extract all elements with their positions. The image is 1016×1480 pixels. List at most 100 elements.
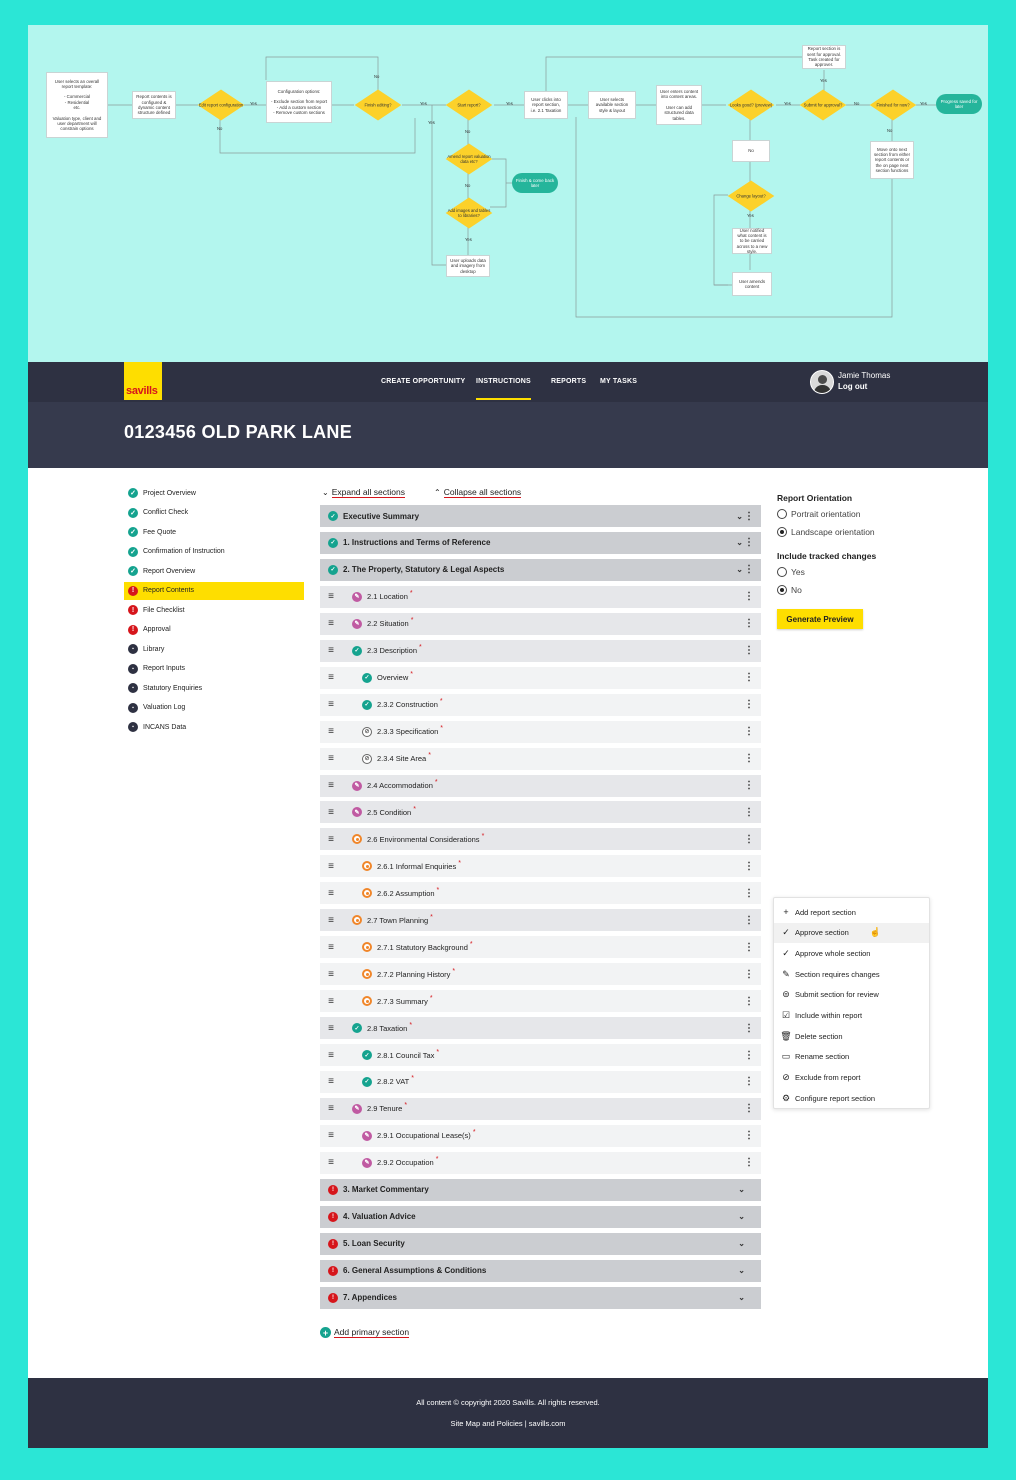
drag-handle-icon[interactable]: ≡: [328, 1022, 334, 1034]
drag-handle-icon[interactable]: ≡: [328, 995, 334, 1007]
chevron-down-icon[interactable]: ⌄: [736, 538, 743, 548]
section-row[interactable]: ≡ 2.7.3 Summary * ⋮: [320, 990, 761, 1013]
section-row[interactable]: ≡ ✓ 2.3.2 Construction * ⋮: [320, 693, 761, 716]
sidebar-item-confirmation-of-instruction[interactable]: ✓ Confirmation of Instruction: [124, 543, 304, 561]
section-row[interactable]: ≡ 2.6.1 Informal Enquiries * ⋮: [320, 855, 761, 878]
more-options-icon[interactable]: ⋮: [744, 699, 754, 711]
section-row[interactable]: ≡ ✎ 2.9.1 Occupational Lease(s) * ⋮: [320, 1124, 761, 1147]
more-options-icon[interactable]: ⋮: [744, 618, 754, 630]
savills-logo[interactable]: savills: [124, 362, 162, 400]
sidebar-item-conflict-check[interactable]: ✓ Conflict Check: [124, 504, 304, 522]
generate-preview-button[interactable]: Generate Preview: [777, 609, 863, 629]
drag-handle-icon[interactable]: ≡: [328, 833, 334, 845]
logout-link[interactable]: Log out: [838, 382, 868, 391]
sidebar-item-report-inputs[interactable]: ▪ Report Inputs: [124, 660, 304, 678]
menu-item-section-requires-changes[interactable]: ✎ Section requires changes: [774, 964, 929, 984]
drag-handle-icon[interactable]: ≡: [328, 1076, 334, 1088]
drag-handle-icon[interactable]: ≡: [328, 753, 334, 765]
more-options-icon[interactable]: ⋮: [744, 806, 754, 818]
section-row[interactable]: ! 3. Market Commentary ⌄: [320, 1178, 761, 1201]
menu-item-delete-section[interactable]: 🗑 Delete section: [774, 1026, 929, 1046]
section-row[interactable]: ≡ ✎ 2.9.2 Occupation * ⋮: [320, 1151, 761, 1174]
section-row[interactable]: ≡ 2.7.2 Planning History * ⋮: [320, 963, 761, 986]
more-options-icon[interactable]: ⋮: [744, 645, 754, 657]
landscape-orientation-radio[interactable]: Landscape orientation: [777, 527, 875, 537]
chevron-down-icon[interactable]: ⌄: [736, 565, 743, 575]
drag-handle-icon[interactable]: ≡: [328, 780, 334, 791]
drag-handle-icon[interactable]: ≡: [328, 672, 334, 684]
menu-item-rename-section[interactable]: ▭ Rename section: [774, 1047, 929, 1067]
tracked-yes-radio[interactable]: Yes: [777, 567, 805, 577]
more-options-icon[interactable]: ⋮: [744, 753, 754, 765]
more-options-icon[interactable]: ⋮: [744, 941, 754, 953]
collapse-all-sections-link[interactable]: ⌃ Collapse all sections: [434, 487, 522, 498]
section-row[interactable]: ≡ 2.7 Town Planning * ⋮: [320, 909, 761, 932]
tracked-no-radio[interactable]: No: [777, 585, 802, 595]
sidebar-item-report-contents[interactable]: ! Report Contents: [124, 581, 304, 600]
menu-item-include-within-report[interactable]: ☑ Include within report: [774, 1006, 929, 1026]
section-row[interactable]: ≡ ✓ Overview * ⋮: [320, 666, 761, 689]
section-row[interactable]: ≡ ⊘ 2.3.3 Specification * ⋮: [320, 720, 761, 743]
drag-handle-icon[interactable]: ≡: [328, 726, 334, 738]
section-row[interactable]: ! 5. Loan Security ⌄: [320, 1232, 761, 1255]
sidebar-item-project-overview[interactable]: ✓ Project Overview: [124, 484, 304, 502]
more-options-icon[interactable]: ⋮: [744, 780, 754, 791]
more-options-icon[interactable]: ⋮: [744, 1076, 754, 1088]
chevron-down-icon[interactable]: ⌄: [738, 1239, 745, 1249]
section-row[interactable]: ≡ ✓ 2.8.1 Council Tax * ⋮: [320, 1044, 761, 1066]
sidebar-item-report-overview[interactable]: ✓ Report Overview: [124, 562, 304, 580]
footer-links[interactable]: Site Map and Policies | savills.com: [450, 1419, 566, 1428]
more-options-icon[interactable]: ⋮: [744, 1130, 754, 1142]
section-row[interactable]: ✓ 2. The Property, Statutory & Legal Aspe…: [320, 558, 761, 581]
nav-instructions[interactable]: INSTRUCTIONS: [476, 362, 531, 402]
drag-handle-icon[interactable]: ≡: [328, 914, 334, 926]
more-options-icon[interactable]: ⋮: [744, 914, 754, 926]
menu-item-add-report-section[interactable]: + Add report section: [774, 902, 929, 922]
section-row[interactable]: ≡ ✎ 2.5 Condition * ⋮: [320, 801, 761, 824]
drag-handle-icon[interactable]: ≡: [328, 1130, 334, 1142]
section-row[interactable]: ≡ 2.6 Environmental Considerations * ⋮: [320, 828, 761, 851]
more-options-icon[interactable]: ⋮: [744, 1157, 754, 1169]
more-options-icon[interactable]: ⋮: [744, 833, 754, 845]
more-options-icon[interactable]: ⋮: [744, 1022, 754, 1034]
menu-item-submit-section-for-review[interactable]: ⊜ Submit section for review: [774, 985, 929, 1005]
drag-handle-icon[interactable]: ≡: [328, 591, 334, 603]
section-row[interactable]: ! 7. Appendices ⌄: [320, 1286, 761, 1309]
more-options-icon[interactable]: ⋮: [744, 887, 754, 899]
sidebar-item-incans-data[interactable]: ▪ INCANS Data: [124, 718, 304, 736]
sidebar-item-statutory-enquiries[interactable]: ▪ Statutory Enquiries: [124, 679, 304, 697]
more-options-icon[interactable]: ⋮: [744, 510, 754, 522]
more-options-icon[interactable]: ⋮: [744, 995, 754, 1007]
menu-item-approve-section[interactable]: ✓ Approve section ☝: [774, 922, 929, 943]
section-row[interactable]: ≡ 2.6.2 Assumption * ⋮: [320, 882, 761, 905]
drag-handle-icon[interactable]: ≡: [328, 618, 334, 630]
more-options-icon[interactable]: ⋮: [744, 968, 754, 980]
more-options-icon[interactable]: ⋮: [744, 564, 754, 576]
drag-handle-icon[interactable]: ≡: [328, 1157, 334, 1169]
section-row[interactable]: ≡ ✓ 2.3 Description * ⋮: [320, 639, 761, 662]
nav-my-tasks[interactable]: MY TASKS: [600, 378, 638, 385]
nav-reports[interactable]: REPORTS: [551, 378, 587, 385]
section-row[interactable]: ≡ ✓ 2.8 Taxation * ⋮: [320, 1017, 761, 1040]
drag-handle-icon[interactable]: ≡: [328, 1103, 334, 1115]
chevron-down-icon[interactable]: ⌄: [736, 511, 743, 521]
menu-item-configure-report-section[interactable]: ⚙ Configure report section: [774, 1088, 929, 1108]
sidebar-item-fee-quote[interactable]: ✓ Fee Quote: [124, 523, 304, 541]
menu-item-exclude-from-report[interactable]: ⊘ Exclude from report: [774, 1068, 929, 1088]
menu-item-approve-whole-section[interactable]: ✓ Approve whole section: [774, 943, 929, 963]
section-row[interactable]: ! 6. General Assumptions & Conditions ⌄: [320, 1259, 761, 1282]
more-options-icon[interactable]: ⋮: [744, 1049, 754, 1061]
expand-all-sections-link[interactable]: ⌄ Expand all sections: [322, 487, 405, 498]
more-options-icon[interactable]: ⋮: [744, 591, 754, 603]
drag-handle-icon[interactable]: ≡: [328, 645, 334, 657]
drag-handle-icon[interactable]: ≡: [328, 860, 334, 872]
section-row[interactable]: ≡ ✎ 2.1 Location * ⋮: [320, 585, 761, 608]
chevron-down-icon[interactable]: ⌄: [738, 1185, 745, 1195]
section-row[interactable]: ✓ 1. Instructions and Terms of Reference ⌄…: [320, 531, 761, 554]
portrait-orientation-radio[interactable]: Portrait orientation: [777, 509, 860, 519]
nav-create-opportunity[interactable]: CREATE OPPORTUNITY: [381, 378, 466, 385]
section-row[interactable]: ≡ 2.7.1 Statutory Background * ⋮: [320, 936, 761, 959]
section-row[interactable]: ✓ Executive Summary ⌄ ⋮: [320, 505, 761, 527]
drag-handle-icon[interactable]: ≡: [328, 699, 334, 711]
section-row[interactable]: ! 4. Valuation Advice ⌄: [320, 1205, 761, 1228]
